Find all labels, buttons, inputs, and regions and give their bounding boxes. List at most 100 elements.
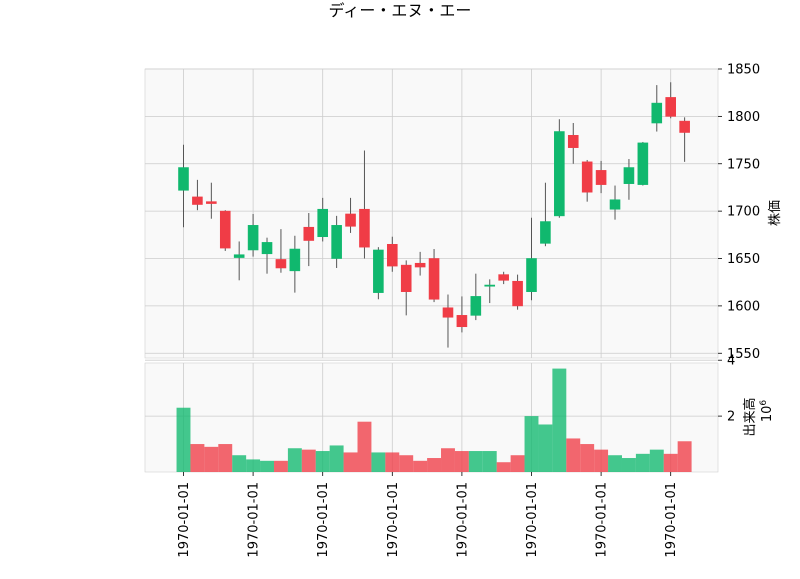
candle-body [595,170,607,185]
volume-bar [399,455,414,472]
candle-body [233,254,245,258]
volume-bar [649,449,664,472]
candle-body [609,199,621,210]
volume-bar [663,453,678,472]
volume-bar [273,460,288,472]
volume-bar [496,462,511,472]
volume-tick-label: 2 [727,410,735,425]
volume-bar [371,452,386,472]
candle-body [303,226,315,241]
volume-multiplier-label: 106 [759,400,775,423]
volume-bar [594,449,609,472]
volume-bar [246,459,261,472]
price-axis-label: 株価 [768,200,783,226]
candle-body [219,210,231,249]
volume-bar [232,455,247,472]
volume-bar [287,448,302,472]
candle-body [275,259,287,269]
candle-body [651,102,663,124]
volume-bar [566,438,581,472]
candle-body [192,196,203,205]
volume-bar [482,451,497,472]
candle-body [456,315,468,328]
candle-body [665,97,677,117]
volume-bar [329,445,344,472]
volume-bar [468,451,483,472]
volume-axis-label: 出来高 [742,397,758,436]
candle-body [400,264,412,292]
x-tick-label: 1970-01-01 [525,482,540,558]
candle-body [345,213,356,227]
volume-bar [524,416,539,472]
candle-body [637,142,649,185]
volume-bar [441,448,455,472]
candle-body [317,208,329,238]
volume-bar [677,441,692,472]
volume-bars [176,368,692,472]
price-tick-label: 1550 [727,347,760,362]
volume-bar [190,444,205,472]
candle-body [386,243,398,267]
price-tick-label: 1800 [727,110,760,125]
x-tick-label: 1970-01-01 [664,482,679,558]
candle-body [428,258,440,300]
volume-bar [427,458,442,472]
volume-bar [413,460,428,472]
candle-body [540,221,551,244]
candle-body [498,274,509,281]
candle-body [484,284,496,287]
volume-bar [301,449,316,472]
volume-bar [580,444,595,472]
candle-body [623,167,635,184]
price-tick-label: 1650 [727,252,760,267]
volume-bar [204,446,219,472]
candle-body [261,242,273,255]
candle-body [331,225,342,259]
price-tick-label: 1600 [727,299,760,314]
volume-bar [260,460,274,472]
x-tick-label: 1970-01-01 [316,482,331,558]
candle-body [512,280,523,307]
candles [178,82,690,348]
x-tick-label: 1970-01-01 [386,482,401,558]
volume-bar [552,368,567,472]
price-panel [144,68,719,359]
axes: 1550 1600 1650 1700 1750 1800 1850 2 4 1970-01-01… [177,63,760,558]
volume-panel [144,362,719,473]
volume-bar [538,424,553,472]
volume-bar [635,453,650,472]
volume-bar [621,458,636,472]
candle-body [554,131,565,217]
candle-body [567,135,579,148]
volume-bar [176,407,191,472]
candle-body [206,201,217,204]
volume-bar [385,452,400,472]
candle-body [247,225,259,251]
x-tick-label: 1970-01-01 [177,482,192,558]
x-tick-label: 1970-01-01 [247,482,262,558]
chart-title: ディー・エヌ・エー [329,1,472,20]
candle-body [526,258,537,292]
candle-body [373,249,384,293]
candle-body [414,262,426,268]
price-tick-label: 1750 [727,157,760,172]
volume-bar [510,455,525,472]
price-tick-label: 1850 [727,63,760,78]
volume-bar [608,455,622,472]
volume-tick-label: 4 [727,354,735,369]
volume-bar [343,452,358,472]
candle-body [359,208,370,248]
volume-bar [315,451,330,472]
candle-body [470,296,482,316]
candle-body [581,161,593,193]
price-tick-label: 1700 [727,205,760,220]
volume-bar [218,444,233,472]
volume-bar [454,451,469,472]
candle-body [178,167,189,191]
x-tick-label: 1970-01-01 [595,482,610,558]
candle-body [289,248,301,272]
candle-body [679,120,690,133]
volume-bar [357,421,372,472]
